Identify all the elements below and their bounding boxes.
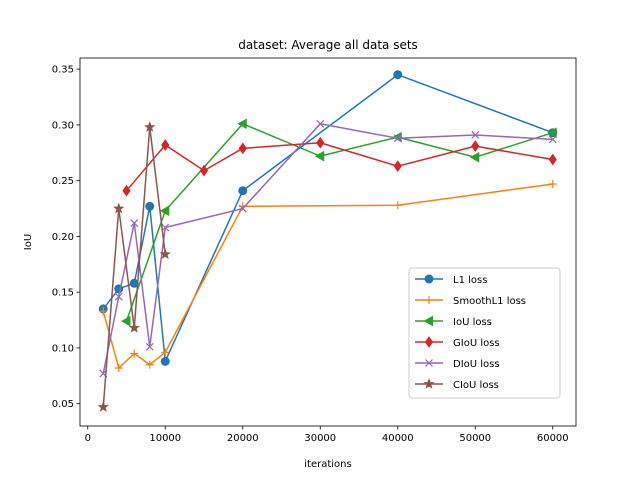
series-group	[97, 70, 558, 412]
data-point	[548, 135, 557, 144]
y-axis-label: IoU	[23, 234, 34, 250]
data-point	[238, 204, 247, 213]
data-point	[159, 205, 170, 217]
series-line	[102, 183, 553, 370]
series-ciou-loss	[97, 121, 171, 412]
y-tick-label: 0.35	[52, 65, 74, 76]
data-point	[548, 180, 557, 189]
data-point	[393, 134, 402, 143]
data-point	[238, 142, 247, 155]
data-point	[199, 164, 209, 177]
legend-marker	[423, 315, 433, 327]
legend-label: IoU loss	[453, 317, 492, 328]
data-point	[145, 342, 154, 351]
x-tick-label: 40000	[382, 433, 414, 444]
legend-item: GIoU loss	[415, 336, 500, 349]
x-tick-label: 30000	[304, 433, 336, 444]
data-point	[393, 201, 402, 210]
data-point	[471, 140, 480, 152]
x-tick-label: 60000	[537, 433, 569, 444]
legend: L1 loss SmoothL1 loss IoU loss GIoU loss DIo…	[408, 267, 561, 399]
data-point	[548, 153, 557, 166]
legend-marker	[424, 336, 434, 348]
x-tick-label: 10000	[149, 433, 181, 444]
legend-box	[408, 267, 561, 399]
data-point	[113, 202, 125, 214]
series-line	[102, 122, 553, 374]
data-point	[99, 307, 108, 316]
data-point	[128, 321, 140, 333]
series-giou-loss	[122, 136, 557, 197]
data-point	[130, 219, 139, 227]
legend-label: L1 loss	[453, 275, 487, 286]
data-point	[547, 127, 557, 139]
x-axis-label: iterations	[304, 459, 351, 470]
data-point	[314, 150, 325, 162]
legend-label: CIoU loss	[453, 380, 499, 391]
x-tick-label: 20000	[227, 433, 259, 444]
y-tick-label: 0.10	[52, 343, 74, 354]
legend-label: GIoU loss	[453, 338, 500, 349]
data-point	[145, 360, 154, 369]
data-point	[144, 121, 156, 132]
legend-item: CIoU loss	[415, 378, 499, 391]
y-tick-label: 0.30	[52, 120, 74, 131]
data-point	[393, 160, 402, 173]
y-tick-label: 0.05	[52, 399, 74, 410]
y-tick-label: 0.15	[52, 288, 74, 299]
data-point	[120, 315, 131, 327]
data-point	[238, 186, 248, 196]
legend-marker	[425, 296, 433, 304]
legend-item: DIoU loss	[415, 359, 500, 370]
data-point	[393, 70, 403, 80]
legend-item: L1 loss	[415, 274, 487, 286]
data-point	[237, 118, 247, 130]
y-tick-label: 0.20	[52, 232, 74, 243]
data-point	[159, 248, 171, 260]
chart-title: dataset: Average all data sets	[238, 38, 418, 52]
data-point	[471, 131, 480, 139]
axes-frame	[79, 57, 577, 427]
data-point	[316, 119, 325, 128]
data-point	[114, 292, 123, 301]
data-point	[145, 201, 155, 211]
data-point	[122, 184, 131, 197]
series-line	[125, 141, 553, 192]
x-tick-label: 0	[85, 433, 91, 444]
legend-item: SmoothL1 loss	[415, 296, 526, 307]
data-point	[97, 401, 109, 412]
axes: 0 10000 20000 30000 40000 50000 60000 0.05 0.10 0…	[52, 57, 577, 444]
legend-marker	[425, 359, 433, 367]
data-point	[469, 151, 480, 163]
data-point	[130, 349, 139, 358]
legend-marker	[423, 378, 435, 389]
data-point	[161, 348, 170, 357]
legend-item: IoU loss	[415, 315, 492, 328]
x-tick-label: 50000	[459, 433, 491, 444]
data-point	[160, 356, 170, 366]
legend-label: SmoothL1 loss	[453, 296, 526, 307]
legend-label: DIoU loss	[453, 359, 500, 370]
y-tick-label: 0.25	[52, 176, 74, 187]
legend-marker	[424, 274, 434, 284]
data-point	[316, 136, 325, 149]
data-point	[161, 139, 170, 151]
data-point	[114, 364, 123, 373]
